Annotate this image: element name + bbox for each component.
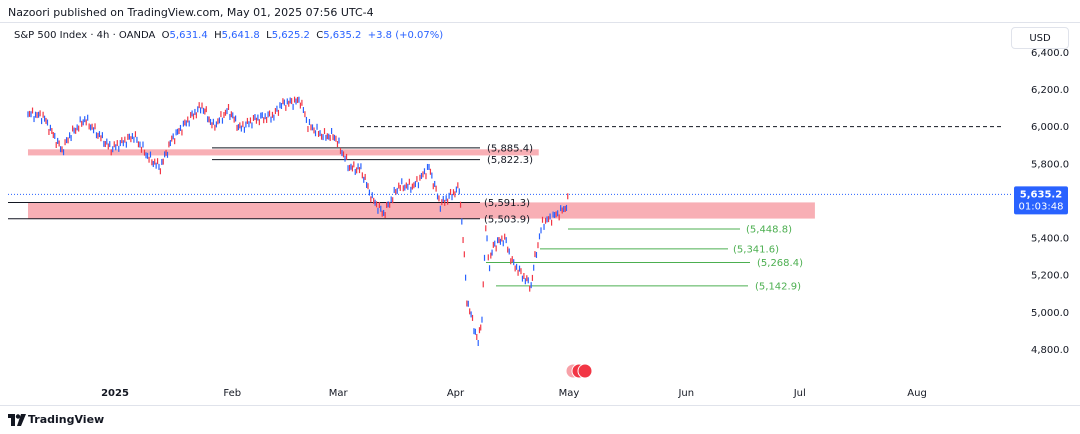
publisher-caption: Nazoori published on TradingView.com, Ma… [8, 6, 374, 19]
open-label: O [161, 30, 170, 41]
change-value: +3.8 (+0.07%) [367, 30, 444, 41]
symbol-name[interactable]: S&P 500 Index · 4h · OANDA [14, 30, 156, 41]
close-label: C [316, 30, 324, 41]
open-value: 5,631.4 [169, 30, 208, 41]
footer-brand: TradingView [28, 413, 105, 426]
symbol-legend: S&P 500 Index · 4h · OANDA O5,631.4 H5,6… [14, 30, 443, 41]
currency-button[interactable]: USD [1011, 27, 1069, 49]
low-label: L [266, 30, 272, 41]
tradingview-logo-icon [8, 414, 26, 426]
low-value: 5,625.2 [271, 30, 310, 41]
chart-pane[interactable] [0, 22, 1080, 406]
high-value: 5,641.8 [221, 30, 260, 41]
high-label: H [214, 30, 222, 41]
close-value: 5,635.2 [323, 30, 362, 41]
